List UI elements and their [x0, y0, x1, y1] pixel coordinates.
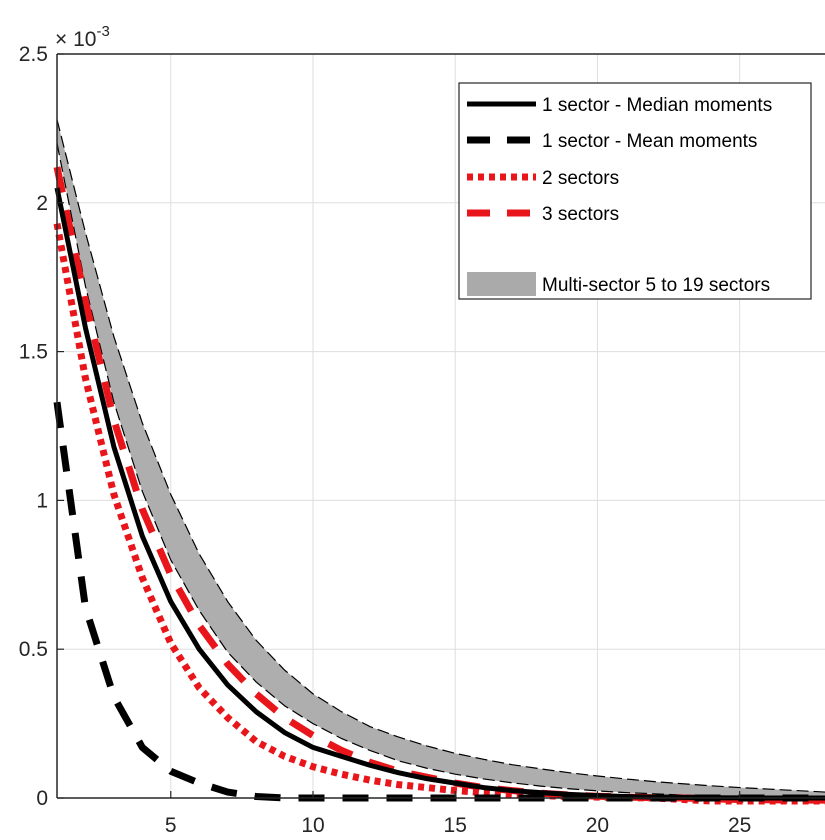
y-tick-label-3: 1.5: [19, 341, 48, 364]
x-tick-label-0: 5: [165, 814, 177, 837]
x-tick-label-4: 25: [728, 814, 751, 837]
legend-label-1: 1 sector - Mean moments: [542, 131, 757, 152]
y-tick-label-4: 2: [36, 192, 48, 215]
x-tick-label-2: 15: [444, 814, 467, 837]
legend: 1 sector - Median moments 1 sector - Mean…: [458, 82, 812, 300]
legend-label-2: 2 sectors: [542, 168, 619, 189]
band-upper-bound: [56, 119, 825, 793]
axes: 5 10 15 20 25 0 0.5 1 1.5 2 2.5 × 10-3: [19, 23, 825, 837]
y-tick-label-0: 0: [36, 787, 48, 810]
legend-label-3: 3 sectors: [542, 204, 619, 225]
legend-swatch-band: [467, 272, 536, 296]
legend-label-0: 1 sector - Median moments: [542, 95, 772, 116]
legend-box: [458, 82, 812, 300]
x-tick-label-3: 20: [586, 814, 609, 837]
legend-label-4: Multi-sector 5 to 19 sectors: [542, 275, 770, 296]
y-tick-label-5: 2.5: [19, 43, 48, 66]
y-exponent-label: × 10-3: [55, 23, 110, 51]
x-tick-label-1: 10: [301, 814, 324, 837]
y-tick-label-2: 1: [36, 489, 48, 512]
y-tick-label-1: 0.5: [19, 638, 48, 661]
